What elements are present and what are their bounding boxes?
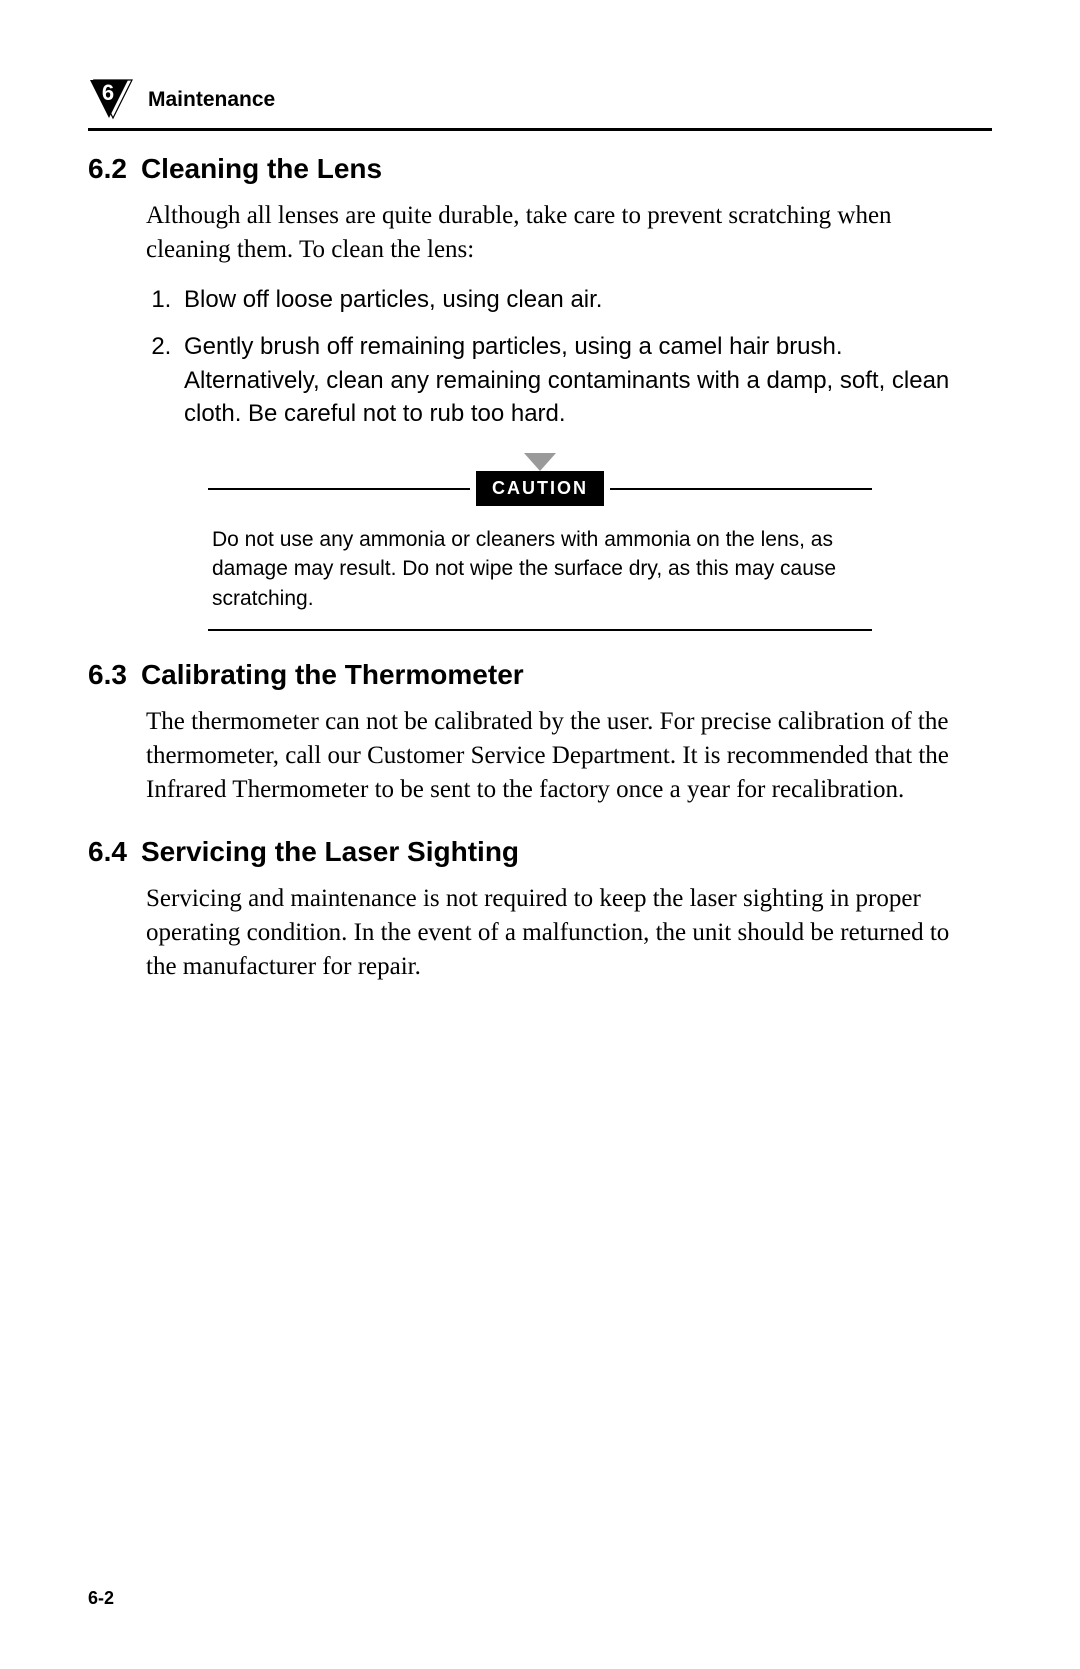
section-number: 6.3: [88, 659, 127, 691]
caution-bottom-rule: [208, 629, 872, 631]
section-title: Cleaning the Lens: [141, 153, 382, 185]
caution-label: CAUTION: [476, 471, 604, 506]
caution-arrow-icon: [522, 451, 558, 473]
section-intro: Although all lenses are quite durable, t…: [146, 199, 972, 267]
section-number: 6.2: [88, 153, 127, 185]
section-number: 6.4: [88, 836, 127, 868]
section-title: Calibrating the Thermometer: [141, 659, 524, 691]
section-title: Servicing the Laser Sighting: [141, 836, 519, 868]
page-header: 6 Maintenance: [88, 78, 992, 122]
chapter-badge: 6: [88, 78, 136, 122]
caution-rule-left: [208, 488, 470, 490]
list-item: Gently brush off remaining particles, us…: [178, 330, 972, 431]
page: 6 Maintenance 6.2 Cleaning the Lens Alth…: [0, 0, 1080, 1669]
caution-header: CAUTION: [208, 467, 872, 511]
caution-label-wrap: CAUTION: [470, 467, 610, 511]
section-heading: 6.3 Calibrating the Thermometer: [88, 659, 992, 691]
header-rule: [88, 128, 992, 131]
section-heading: 6.4 Servicing the Laser Sighting: [88, 836, 992, 868]
chapter-title: Maintenance: [148, 88, 275, 112]
steps-list: Blow off loose particles, using clean ai…: [178, 283, 972, 431]
caution-block: CAUTION Do not use any ammonia or cleane…: [208, 467, 872, 631]
section-heading: 6.2 Cleaning the Lens: [88, 153, 992, 185]
page-footer: 6-2: [88, 1588, 114, 1609]
section-6-4: 6.4 Servicing the Laser Sighting Servici…: [88, 836, 992, 983]
list-item: Blow off loose particles, using clean ai…: [178, 283, 972, 317]
section-6-3: 6.3 Calibrating the Thermometer The ther…: [88, 659, 992, 806]
section-body: The thermometer can not be calibrated by…: [146, 705, 972, 806]
chapter-number: 6: [88, 80, 128, 106]
caution-rule-right: [610, 488, 872, 490]
caution-text: Do not use any ammonia or cleaners with …: [212, 525, 868, 613]
section-6-2: 6.2 Cleaning the Lens Although all lense…: [88, 153, 992, 431]
section-body: Servicing and maintenance is not require…: [146, 882, 972, 983]
